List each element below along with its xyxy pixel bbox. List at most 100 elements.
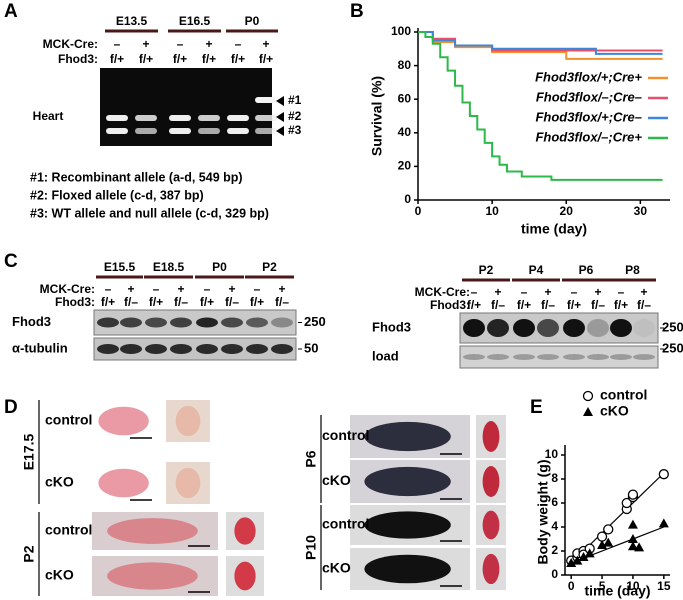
legend-label: Fhod3flox/–;Cre– — [536, 89, 642, 104]
genotype: f/– — [637, 298, 651, 312]
stage-label: P6 — [579, 263, 594, 277]
heart-photo — [482, 421, 500, 452]
genotype: + — [544, 285, 551, 299]
genotype: – — [204, 282, 211, 296]
genotype: f/– — [491, 298, 505, 312]
heart-photo — [482, 510, 500, 540]
heart-photo — [175, 467, 201, 499]
gel-band — [227, 128, 249, 134]
gel-band — [169, 115, 191, 121]
animal-photo — [364, 554, 451, 584]
genotype: f/– — [591, 298, 605, 312]
row-label: control — [45, 412, 92, 428]
row-label: cKO — [45, 567, 74, 583]
blot-band — [537, 319, 559, 337]
y-axis-label: Body weight (g) — [535, 460, 551, 565]
data-point — [627, 534, 638, 543]
blot-band — [587, 354, 609, 360]
genotype: f/+ — [231, 52, 245, 66]
genotype: f/+ — [149, 295, 163, 309]
gel-band — [227, 115, 249, 121]
animal-photo — [364, 421, 451, 452]
stage-label: E17.5 — [21, 433, 37, 470]
data-point — [658, 518, 669, 528]
blot-band — [513, 319, 535, 337]
x-tick-label: 20 — [560, 204, 574, 218]
stage-label: E13.5 — [116, 14, 148, 28]
x-tick-label: 10 — [485, 204, 499, 218]
blot-band — [145, 317, 167, 328]
size-marker: 250 — [662, 319, 683, 334]
genotype: f/+ — [467, 298, 481, 312]
genotype: – — [618, 285, 625, 299]
y-axis-label: Survival (%) — [369, 76, 385, 156]
panel-label: C — [4, 251, 18, 272]
genotype: + — [640, 285, 647, 299]
blot-band — [563, 319, 585, 337]
band-label: #2 — [288, 109, 302, 123]
genotype: – — [521, 285, 528, 299]
blot-band — [463, 354, 485, 360]
blot-band — [271, 344, 293, 354]
blot-band — [145, 344, 167, 354]
genotype: + — [278, 282, 285, 296]
genotype: + — [177, 282, 184, 296]
stage-label: E18.5 — [153, 260, 185, 274]
legend-label: Fhod3flox/–;Cre+ — [535, 129, 642, 144]
data-point — [621, 497, 632, 509]
genotype: – — [254, 282, 261, 296]
row-label: cKO — [322, 472, 351, 488]
genotype: f/+ — [101, 295, 115, 309]
blot-band — [513, 354, 535, 360]
animal-photo — [364, 511, 451, 539]
y-tick-label: 100 — [391, 24, 411, 38]
y-tick-label: 60 — [398, 91, 412, 105]
y-tick-label: 4 — [551, 519, 558, 533]
genotype: – — [471, 285, 478, 299]
animal-photo — [107, 562, 198, 590]
row-label: control — [322, 427, 369, 443]
row-label: control — [322, 516, 369, 532]
blot-band — [196, 317, 218, 328]
genotype: f/– — [541, 298, 555, 312]
gel-band — [169, 128, 191, 134]
heart-photo — [482, 466, 500, 497]
blot-band — [170, 317, 192, 328]
blot-band — [633, 354, 655, 360]
x-tick-label: 0 — [568, 579, 575, 593]
stage-label: E16.5 — [179, 14, 211, 28]
x-tick-label: 0 — [415, 204, 422, 218]
row-label: cKO — [45, 474, 74, 490]
data-point — [597, 540, 608, 549]
blot-band — [633, 319, 655, 337]
blot-band — [487, 319, 509, 337]
blot-label: α-tubulin — [12, 340, 68, 355]
gel-band — [106, 115, 128, 121]
genotype: f/+ — [139, 52, 153, 66]
animal-photo — [107, 518, 198, 544]
legend-label: cKO — [600, 403, 629, 419]
y-tick-label: 6 — [551, 495, 558, 509]
data-point — [634, 542, 645, 552]
x-tick-label: 5 — [599, 579, 606, 593]
arrowhead — [276, 112, 284, 122]
stage-label: P2 — [21, 545, 37, 562]
blot-band — [221, 317, 243, 328]
genotype: + — [262, 37, 269, 51]
tissue-label: Heart — [33, 109, 64, 123]
genotype: – — [177, 37, 184, 51]
band-label: #3 — [288, 123, 302, 137]
genotype: f/+ — [110, 52, 124, 66]
heart-photo — [175, 405, 201, 437]
blot-band — [246, 317, 268, 328]
genotype: f/+ — [202, 52, 216, 66]
blot-label: Fhod3 — [12, 314, 51, 329]
genotype: – — [114, 37, 121, 51]
gel-band — [255, 115, 277, 121]
data-point — [566, 558, 577, 567]
note: #3: WT allele and null allele (c-d, 329 … — [30, 206, 269, 220]
blot-band — [610, 319, 632, 337]
genotype: + — [228, 282, 235, 296]
blot-band — [271, 317, 293, 328]
blot-band — [463, 319, 485, 337]
